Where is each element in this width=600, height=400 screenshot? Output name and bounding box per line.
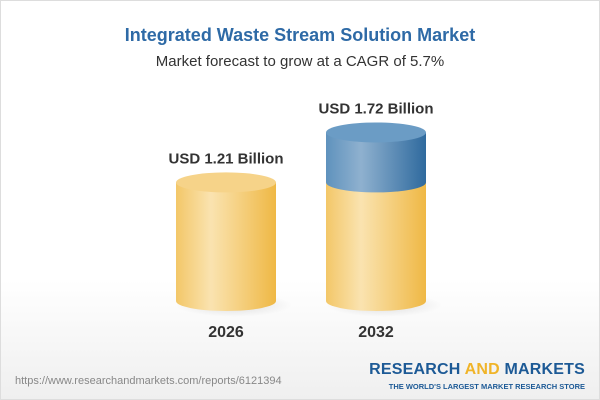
cylinder-top-2026 [176, 172, 276, 193]
cylinder-base-2032 [326, 182, 426, 311]
x-tick-label: 2026 [208, 324, 244, 341]
cylinder-growth-2032 [326, 132, 426, 193]
x-tick-label: 2032 [358, 324, 394, 341]
cylinder-top-2032 [326, 122, 426, 143]
brand-tagline: THE WORLD'S LARGEST MARKET RESEARCH STOR… [388, 382, 585, 391]
data-label: USD 1.21 Billion [168, 150, 283, 167]
cylinder-chart: USD 1.21 Billion 2026 USD 1.72 Billion 2032 [168, 100, 442, 341]
data-label: USD 1.72 Billion [318, 100, 433, 117]
chart-title: Integrated Waste Stream Solution Market [124, 25, 476, 45]
source-url[interactable]: https://www.researchandmarkets.com/repor… [15, 375, 282, 387]
cylinder-base-2026 [176, 182, 276, 311]
chart-subtitle: Market forecast to grow at a CAGR of 5.7… [155, 53, 445, 70]
brand-logo: RESEARCH AND MARKETS [369, 361, 585, 378]
